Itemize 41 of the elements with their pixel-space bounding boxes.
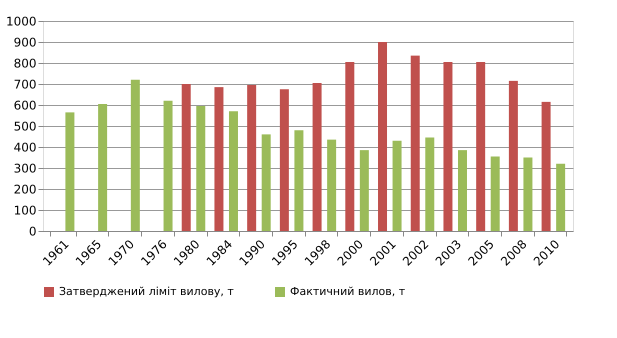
y-tick-label: 500 — [14, 120, 36, 134]
bar — [327, 140, 336, 231]
bar — [214, 87, 224, 231]
bar — [542, 102, 551, 231]
y-tick-label: 100 — [14, 204, 36, 218]
bar — [345, 62, 354, 231]
legend-label: Затверджений ліміт вилову, т — [59, 285, 234, 298]
y-tick-label: 400 — [14, 140, 36, 154]
bar — [425, 138, 434, 231]
y-tick-label: 700 — [14, 78, 36, 92]
legend-label: Фактичний вилов, т — [290, 285, 406, 298]
bar — [98, 104, 108, 231]
bar — [228, 111, 238, 231]
bar — [196, 106, 206, 231]
y-tick-label: 600 — [14, 98, 36, 112]
bar — [130, 80, 140, 231]
bar — [262, 134, 271, 231]
bar — [378, 42, 388, 231]
bar — [508, 80, 518, 231]
y-tick-label: 800 — [14, 56, 36, 70]
bar — [410, 56, 420, 231]
bar — [556, 164, 566, 231]
bar — [65, 112, 74, 231]
bar — [247, 85, 256, 231]
y-tick-label: 900 — [14, 36, 36, 50]
bar — [490, 156, 500, 231]
y-tick-label: 0 — [28, 224, 36, 238]
bar — [294, 130, 304, 231]
bar — [312, 82, 322, 231]
y-tick-label: 300 — [14, 162, 36, 176]
bar — [392, 140, 402, 231]
bar — [280, 89, 289, 231]
bar — [443, 62, 452, 231]
y-tick-label: 1000 — [6, 14, 36, 28]
bar — [476, 62, 486, 231]
bar — [360, 150, 369, 231]
y-tick-label: 200 — [14, 182, 36, 196]
bar — [458, 150, 467, 231]
bar — [523, 158, 532, 231]
bar — [164, 100, 173, 231]
bar — [182, 84, 191, 231]
